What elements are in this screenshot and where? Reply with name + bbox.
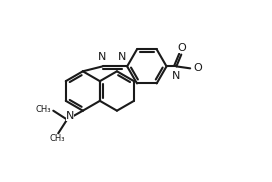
Text: N: N: [118, 52, 126, 62]
Text: N: N: [172, 71, 181, 81]
Text: CH₃: CH₃: [50, 134, 65, 143]
Text: O: O: [193, 63, 202, 73]
Text: N: N: [66, 111, 74, 121]
Text: CH₃: CH₃: [36, 105, 51, 114]
Text: O: O: [177, 43, 186, 53]
Text: N: N: [98, 52, 107, 62]
